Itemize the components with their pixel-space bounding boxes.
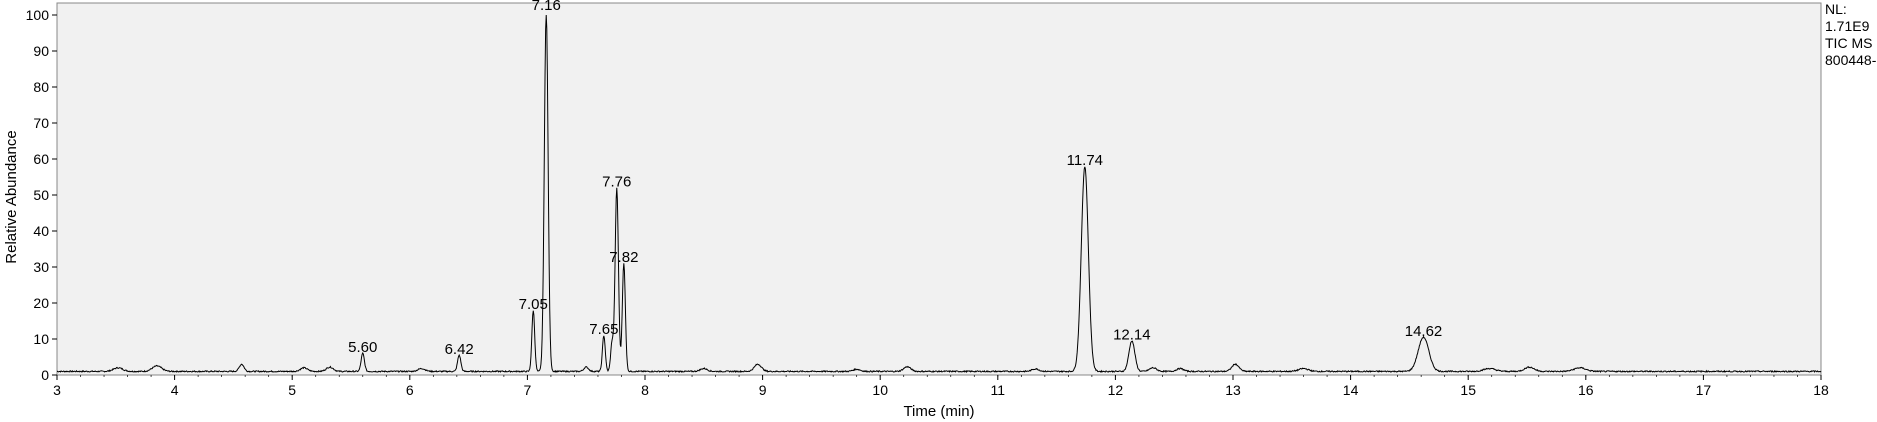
y-tick-label: 80 <box>33 79 49 95</box>
x-tick-label: 17 <box>1696 382 1712 398</box>
x-tick-label: 18 <box>1813 382 1829 398</box>
y-tick-label: 0 <box>41 367 49 383</box>
peak-label: 7.16 <box>532 0 561 14</box>
y-tick-label: 50 <box>33 187 49 203</box>
y-tick-label: 100 <box>26 7 50 23</box>
plot-area <box>56 2 1822 376</box>
info-file: 800448- <box>1825 52 1877 68</box>
y-axis: 0 10 20 30 40 50 60 70 80 90 100 <box>26 7 57 383</box>
peak-label: 11.74 <box>1067 152 1103 169</box>
x-tick-label: 12 <box>1108 382 1124 398</box>
y-tick-label: 40 <box>33 223 49 239</box>
peak-label: 12.14 <box>1113 326 1151 343</box>
y-tick-label: 70 <box>33 115 49 131</box>
x-tick-label: 8 <box>641 382 649 398</box>
x-tick-label: 14 <box>1343 382 1359 398</box>
y-tick-label: 10 <box>33 331 49 347</box>
peak-label: 7.65 <box>589 321 618 338</box>
x-tick-label: 11 <box>991 382 1006 398</box>
peak-label: 6.42 <box>445 341 474 358</box>
y-tick-label: 90 <box>33 43 49 59</box>
x-tick-label: 9 <box>759 382 767 398</box>
x-tick-label: 7 <box>524 382 532 398</box>
y-tick-label: 60 <box>33 151 49 167</box>
info-scan: TIC MS <box>1825 35 1873 51</box>
y-tick-label: 20 <box>33 295 49 311</box>
info-nl-value: 1.71E9 <box>1825 18 1870 34</box>
peak-label: 7.76 <box>602 173 631 190</box>
peak-label: 14.62 <box>1405 323 1443 340</box>
x-tick-label: 10 <box>872 382 888 398</box>
peak-label: 5.60 <box>348 339 377 356</box>
x-tick-label: 4 <box>171 382 179 398</box>
x-tick-label: 6 <box>406 382 414 398</box>
info-nl: NL: <box>1825 1 1847 17</box>
y-axis-title: Relative Abundance <box>3 130 20 263</box>
x-tick-label: 3 <box>53 382 61 398</box>
tic-trace <box>56 14 1822 374</box>
peak-labels: 5.60 6.42 7.05 7.16 7.65 7.76 7.82 11.74 12.14 14… <box>348 0 1442 358</box>
x-axis: 3 4 5 6 7 8 9 10 11 12 13 14 15 16 17 18 <box>53 375 1829 398</box>
peak-label: 7.82 <box>609 249 638 266</box>
y-tick-label: 30 <box>33 259 49 275</box>
x-tick-label: 15 <box>1460 382 1476 398</box>
x-tick-label: 16 <box>1578 382 1594 398</box>
x-tick-label: 13 <box>1225 382 1241 398</box>
peak-label: 7.05 <box>519 296 548 313</box>
x-tick-label: 5 <box>288 382 296 398</box>
x-axis-title: Time (min) <box>903 403 974 420</box>
